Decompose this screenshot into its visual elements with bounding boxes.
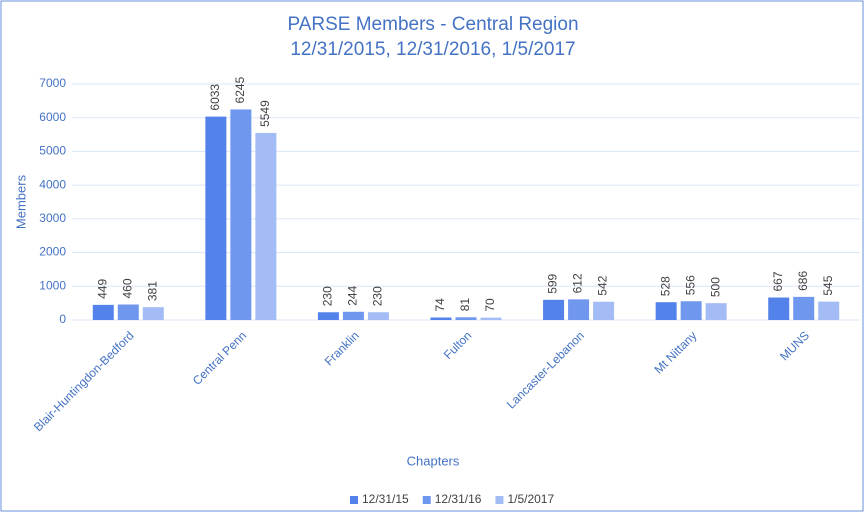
data-label: 230	[321, 286, 335, 306]
data-label: 542	[596, 275, 610, 295]
bar	[367, 312, 389, 320]
bar	[793, 296, 815, 320]
bar	[568, 299, 590, 320]
data-label: 599	[546, 273, 560, 293]
legend-label: 12/31/16	[435, 492, 482, 506]
bar	[543, 299, 565, 320]
data-label: 74	[433, 298, 447, 312]
legend-label: 1/5/2017	[507, 492, 554, 506]
data-label: 449	[95, 279, 109, 299]
legend-swatch	[350, 496, 358, 504]
bar	[705, 303, 727, 320]
bar	[655, 302, 677, 320]
data-label: 381	[145, 281, 159, 301]
data-label: 230	[371, 286, 385, 306]
data-label: 612	[571, 273, 585, 293]
legend-swatch	[495, 496, 504, 504]
bar	[430, 317, 452, 320]
data-label: 686	[796, 271, 810, 291]
data-label: 528	[658, 276, 672, 296]
bar	[768, 297, 790, 320]
y-tick-label: 3000	[39, 211, 66, 225]
bar	[142, 307, 164, 320]
y-tick-label: 7000	[39, 76, 66, 90]
bar	[230, 109, 252, 320]
y-axis-title: Members	[13, 174, 28, 229]
data-label: 6245	[233, 76, 247, 103]
legend-label: 12/31/15	[362, 492, 409, 506]
data-label: 545	[821, 275, 835, 295]
bar	[455, 317, 477, 320]
chart-subtitle: 12/31/2015, 12/31/2016, 1/5/2017	[290, 39, 575, 60]
y-tick-label: 1000	[39, 278, 66, 292]
bar	[680, 301, 702, 320]
data-label: 81	[458, 298, 472, 312]
data-label: 6033	[208, 84, 222, 111]
bar	[117, 304, 139, 320]
y-tick-label: 6000	[39, 110, 66, 124]
y-tick-label: 5000	[39, 144, 66, 158]
bar	[342, 311, 364, 320]
y-tick-label: 4000	[39, 177, 66, 191]
y-tick-label: 2000	[39, 245, 66, 259]
bar	[205, 116, 227, 320]
bar	[593, 301, 615, 320]
legend-swatch	[422, 496, 431, 504]
data-label: 70	[483, 298, 497, 312]
data-label: 667	[771, 271, 785, 291]
y-tick-label: 0	[59, 312, 66, 326]
data-label: 556	[683, 275, 697, 295]
data-label: 244	[346, 285, 360, 305]
bar	[255, 132, 277, 320]
bar	[818, 301, 840, 320]
bar	[317, 312, 339, 320]
x-axis-title: Chapters	[407, 453, 460, 468]
data-label: 5549	[258, 100, 272, 127]
data-label: 460	[120, 278, 134, 298]
bar	[480, 317, 502, 320]
data-label: 500	[708, 277, 722, 297]
chart-title: PARSE Members - Central Region	[287, 14, 578, 35]
bar	[92, 304, 114, 320]
